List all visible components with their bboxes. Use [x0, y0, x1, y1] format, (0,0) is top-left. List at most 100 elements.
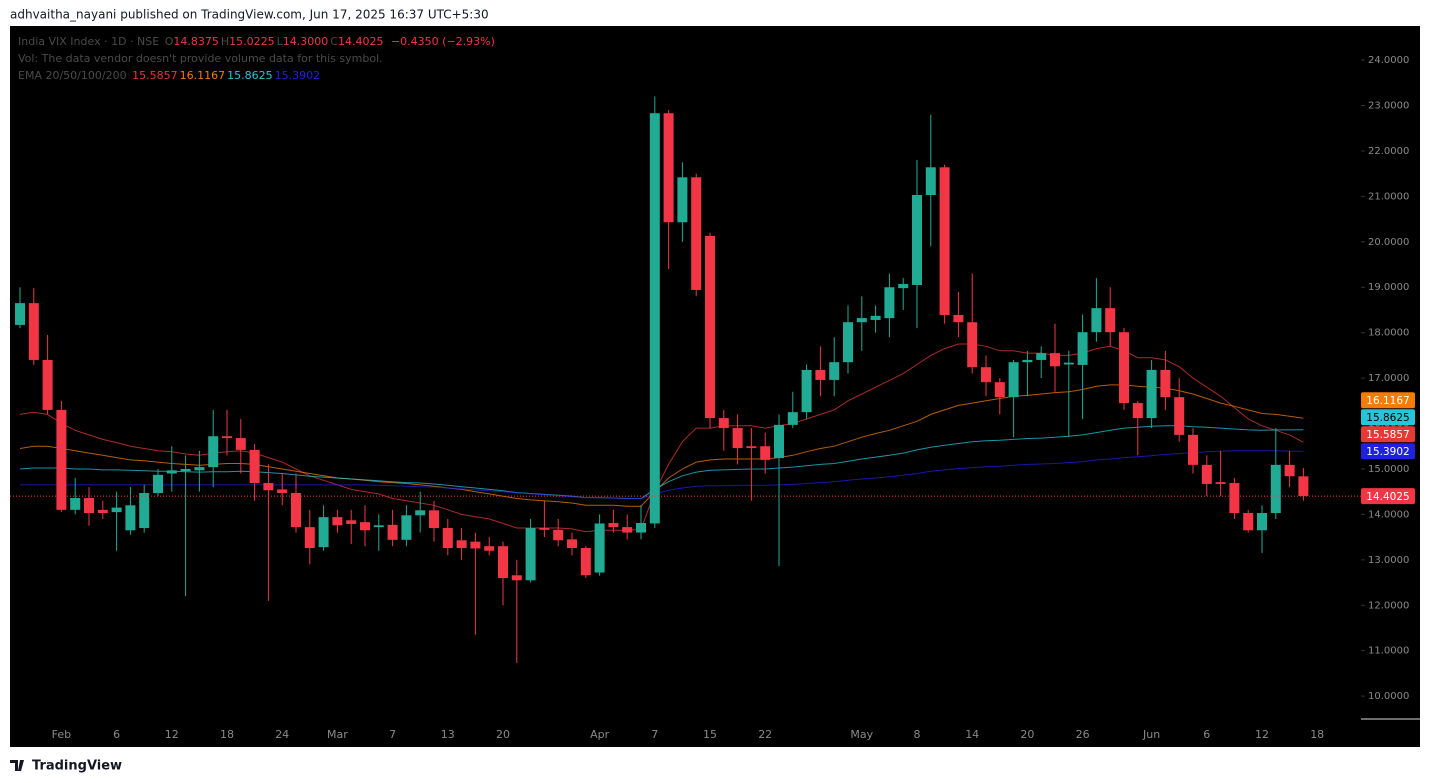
- candle-body: [387, 524, 398, 540]
- candle-body: [97, 509, 108, 514]
- price-tag-label: 14.4025: [1366, 491, 1409, 503]
- candle-body: [870, 315, 881, 320]
- y-tick-label: 22.0000: [1368, 146, 1409, 157]
- y-tick-label: 19.0000: [1368, 282, 1409, 293]
- candle-body: [42, 359, 53, 410]
- ema-line: [19, 425, 1304, 499]
- symbol: India VIX Index · 1D · NSE: [18, 35, 160, 48]
- candle-body: [760, 446, 771, 460]
- ohlc-value: 15.0225: [229, 35, 275, 48]
- candle-body: [249, 449, 260, 484]
- candle-body: [1077, 332, 1088, 365]
- price-tag: [1361, 443, 1415, 460]
- candle-body: [1119, 332, 1129, 404]
- x-tick-label: 12: [165, 728, 179, 741]
- candle-body: [180, 468, 191, 472]
- ohlc: O14.8375 H15.0225 L14.3000 C14.4025: [165, 35, 386, 48]
- ema-value: 15.5857: [132, 69, 178, 82]
- x-tick-label: 8: [914, 728, 921, 741]
- candle-body: [125, 505, 136, 531]
- candle-body: [1243, 513, 1254, 531]
- candle-body: [511, 575, 522, 581]
- x-tick-label: 6: [1203, 728, 1210, 741]
- candle-body: [277, 489, 288, 494]
- change: −0.4350 (−2.93%): [390, 35, 495, 48]
- x-tick-label: 12: [1255, 728, 1269, 741]
- y-tick-label: 11.0000: [1368, 646, 1409, 657]
- candle-body: [718, 418, 729, 429]
- y-tick-label: 10.0000: [1368, 691, 1409, 702]
- candle-body: [898, 284, 909, 289]
- candle-body: [787, 412, 798, 425]
- candle-body: [925, 167, 936, 196]
- candle-body: [539, 528, 550, 530]
- candle-body: [1146, 369, 1157, 419]
- candle-body: [608, 523, 619, 528]
- candle-body: [705, 235, 715, 419]
- y-tick-label: 12.0000: [1368, 600, 1409, 611]
- candle-body: [346, 520, 357, 524]
- candle-body: [139, 493, 150, 529]
- y-tick-label: 17.0000: [1368, 373, 1409, 384]
- candle-body: [1036, 353, 1047, 360]
- candle-body: [1174, 397, 1185, 435]
- candle-body: [649, 113, 660, 524]
- ema-line: [19, 384, 1304, 507]
- x-tick-label: Jun: [1142, 728, 1160, 741]
- y-tick-label: 14.0000: [1368, 509, 1409, 520]
- candle-body: [1022, 359, 1033, 363]
- x-tick-label: Mar: [327, 728, 348, 741]
- x-tick-label: 20: [1020, 728, 1034, 741]
- candle-body: [746, 446, 757, 449]
- candle-body: [484, 546, 495, 551]
- price-tag-label: 15.5857: [1366, 429, 1409, 441]
- ema-value: 15.8625: [227, 69, 273, 82]
- published-note: adhvaitha_nayani published on TradingVie…: [10, 8, 489, 22]
- x-tick-label: 13: [441, 728, 455, 741]
- candle-body: [194, 467, 205, 471]
- x-tick-label: 24: [275, 728, 289, 741]
- y-tick-label: 18.0000: [1368, 328, 1409, 339]
- candle-body: [291, 493, 301, 528]
- candle-body: [111, 507, 122, 513]
- candle-body: [801, 369, 812, 413]
- candle-body: [235, 438, 246, 450]
- candle-body: [28, 303, 39, 360]
- x-tick-label: 7: [389, 728, 396, 741]
- candle-body: [663, 113, 674, 223]
- candle-body: [1188, 434, 1198, 465]
- candle-body: [1270, 464, 1281, 514]
- x-tick-label: 7: [651, 728, 658, 741]
- price-tag-label: 15.8625: [1366, 412, 1409, 424]
- candle-body: [774, 424, 784, 459]
- candle-body: [1298, 476, 1309, 497]
- candle-body: [1257, 513, 1267, 531]
- x-tick-label: Apr: [590, 728, 610, 741]
- candle-body: [415, 510, 426, 516]
- candle-body: [594, 523, 605, 573]
- candle-body: [580, 548, 591, 576]
- candle-body: [360, 522, 370, 531]
- candle-body: [401, 515, 412, 540]
- y-tick-label: 13.0000: [1368, 555, 1409, 566]
- ema-line: [19, 343, 1304, 533]
- candle-body: [498, 546, 508, 578]
- brand-logo: TradingView: [10, 759, 122, 774]
- y-tick-label: 15.0000: [1368, 464, 1409, 475]
- x-tick-label: 18: [1310, 728, 1324, 741]
- y-tick-label: 20.0000: [1368, 237, 1409, 248]
- candle-body: [1132, 403, 1143, 419]
- y-tick-label: 21.0000: [1368, 191, 1409, 202]
- ohlc-value: 14.4025: [337, 35, 384, 48]
- candle-body: [263, 483, 274, 491]
- price-tag: [1361, 392, 1415, 409]
- candle-body: [15, 303, 25, 325]
- price-tag: [1361, 426, 1415, 443]
- candle-body: [967, 322, 978, 368]
- candle-body: [981, 367, 991, 383]
- candle-body: [456, 540, 467, 549]
- candle-body: [442, 528, 453, 549]
- candle-body: [525, 528, 536, 581]
- candle-body: [815, 369, 826, 380]
- ema-values: 15.5857 16.1167 15.8625 15.3902: [132, 69, 322, 82]
